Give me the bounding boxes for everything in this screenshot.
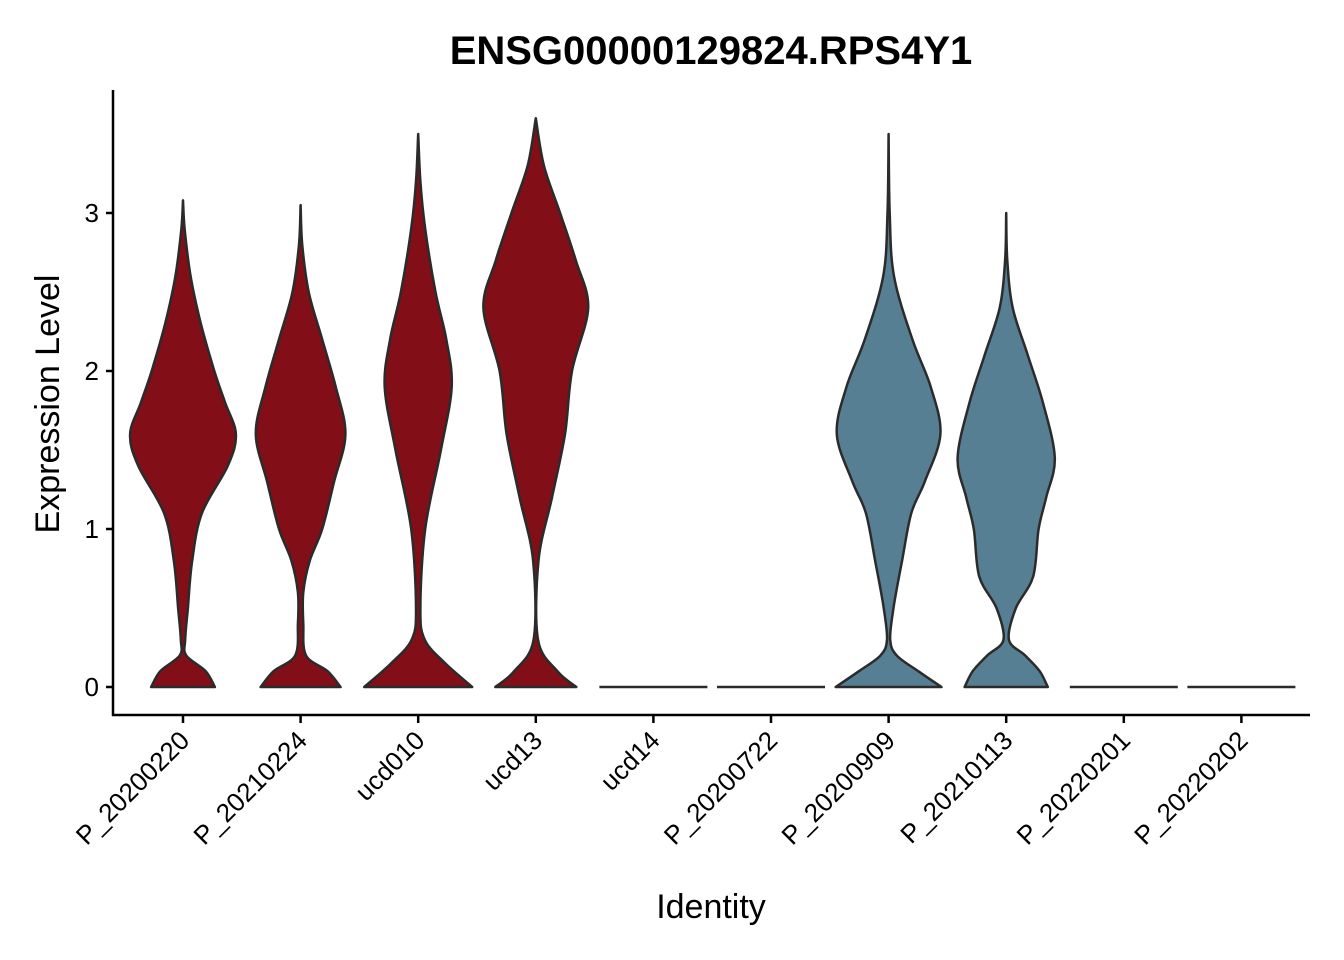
x-tick-label: P_20200220: [70, 725, 196, 851]
violin-P_20210224: [254, 203, 347, 689]
x-tick-label: ucd010: [349, 725, 431, 807]
y-tick-label: 0: [85, 672, 99, 702]
y-axis: 0 1 2 3: [85, 198, 113, 702]
x-tick-label: P_20220201: [1011, 725, 1137, 851]
x-tick-label: P_20210224: [187, 725, 313, 851]
y-tick-label: 3: [85, 198, 99, 228]
x-tick-label: ucd14: [594, 725, 665, 796]
x-axis-title: Identity: [656, 888, 766, 926]
x-tick-label: P_20220202: [1128, 725, 1254, 851]
violin-ucd13: [482, 116, 590, 689]
violin-ucd010: [362, 132, 474, 689]
y-tick-label: 1: [85, 514, 99, 544]
y-axis-title: Expression Level: [29, 275, 67, 534]
violin-P_20200220: [128, 199, 238, 689]
chart-title: ENSG00000129824.RPS4Y1: [450, 29, 973, 73]
violin-P_20200909: [834, 132, 943, 689]
y-tick-label: 2: [85, 356, 99, 386]
x-tick-label: P_20210113: [894, 725, 1018, 849]
x-tick-label: P_20200722: [658, 725, 784, 851]
x-tick-label: ucd13: [477, 725, 548, 796]
violins-layer: [128, 116, 1296, 689]
violin-P_20210113: [956, 211, 1057, 689]
x-tick-label: P_20200909: [775, 725, 901, 851]
